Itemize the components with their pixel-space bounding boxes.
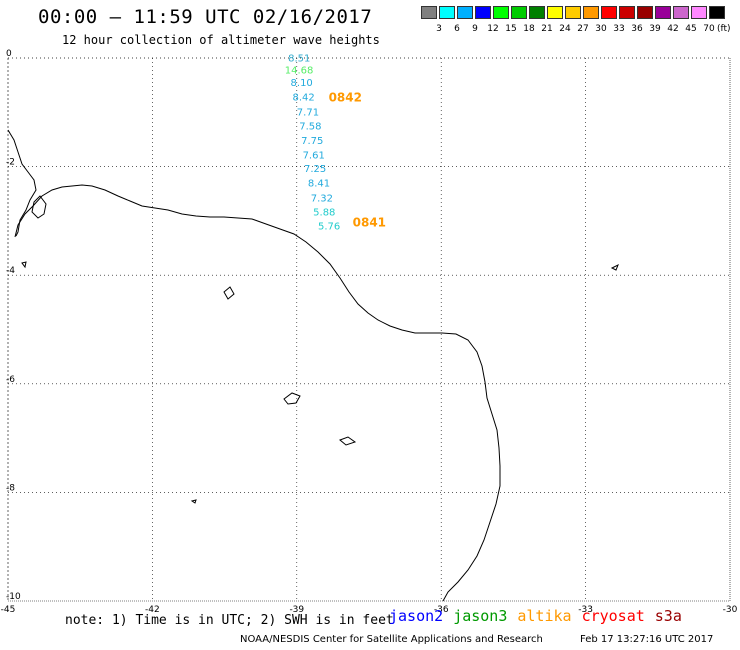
satellite-name: jason2 <box>389 607 444 625</box>
wave-height-value: 5.88 <box>313 207 335 218</box>
wave-height-value: 7.75 <box>301 136 323 147</box>
satellite-name: cryosat <box>581 607 645 625</box>
lat-tick-label: 0 <box>6 49 12 59</box>
legend-label: 45 <box>685 24 697 34</box>
legend-label: 9 <box>472 24 478 34</box>
map-frame <box>7 57 731 602</box>
lat-tick-label: -4 <box>6 266 15 276</box>
island-6 <box>21 261 27 269</box>
legend-swatch <box>421 6 437 19</box>
wave-height-value: 8.51 <box>288 53 310 64</box>
legend-label: 42 <box>667 24 679 34</box>
satellite-pass-labels: 0842 0841 <box>329 90 386 229</box>
legend-swatch <box>565 6 581 19</box>
map-title: 00:00 – 11:59 UTC 02/16/2017 <box>38 6 373 28</box>
legend-label: 30 <box>595 24 607 34</box>
satellite-name: altika <box>517 607 572 625</box>
map-subtitle: 12 hour collection of altimeter wave hei… <box>62 33 380 47</box>
legend-label: 15 <box>505 24 517 34</box>
coastline-northwest <box>7 129 37 237</box>
coastline-inlet <box>31 195 47 219</box>
wave-observations: 8.51 14.688.10 8.42 7.71 7.58 7.75 7.61 7.25 8.4… <box>285 53 340 232</box>
legend-swatch <box>691 6 707 19</box>
legend-swatch <box>655 6 671 19</box>
legend-label: 36 <box>631 24 643 34</box>
wave-height-value: 14.68 <box>285 66 314 77</box>
lat-lon-grid: -45 -42 -39 -36 -33 -30 0 -2 -4 -6 -8 -10 <box>1 49 738 615</box>
wave-height-value: 8.41 <box>308 179 330 190</box>
satellite-name: jason3 <box>453 607 508 625</box>
legend-unit: (ft) <box>717 24 731 34</box>
legend-label: 21 <box>541 24 553 34</box>
legend-label: 70 <box>703 24 715 34</box>
legend-label: 3 <box>436 24 442 34</box>
island-5 <box>190 499 197 504</box>
pass-id-label: 0842 <box>329 90 362 104</box>
island-1 <box>223 286 235 300</box>
legend-label: 18 <box>523 24 535 34</box>
legend-label: 27 <box>577 24 589 34</box>
lon-tick-label: -33 <box>578 605 593 615</box>
wave-height-value: 8.10 <box>291 78 313 89</box>
wave-height-value: 5.76 <box>318 222 340 233</box>
timestamp: Feb 17 13:27:16 UTC 2017 <box>580 634 714 645</box>
satellite-name: s3a <box>654 607 682 625</box>
lat-tick-label: -10 <box>6 592 21 602</box>
legend-label: 12 <box>487 24 499 34</box>
legend-label: 24 <box>559 24 571 34</box>
lat-tick-label: -2 <box>6 158 15 168</box>
legend-swatch <box>601 6 617 19</box>
lon-tick-label: -30 <box>723 605 738 615</box>
legend-swatch <box>709 6 725 19</box>
legend-swatch <box>673 6 689 19</box>
wave-height-value: 7.32 <box>311 193 333 204</box>
lon-tick-label: -36 <box>434 605 449 615</box>
legend-label: 33 <box>613 24 625 34</box>
wave-height-value: 7.71 <box>297 108 319 119</box>
credit-text: NOAA/NESDIS Center for Satellite Applica… <box>240 634 543 645</box>
satellite-legend: jason2 jason3 altika cryosat s3a <box>389 607 692 625</box>
island-4 <box>610 263 619 271</box>
lon-tick-label: -45 <box>1 605 16 615</box>
wave-height-value: 7.61 <box>303 150 325 161</box>
lon-tick-label: -39 <box>289 605 304 615</box>
legend-swatch <box>475 6 491 19</box>
island-3 <box>339 436 357 446</box>
legend-swatch <box>439 6 455 19</box>
pass-id-label: 0841 <box>353 215 386 229</box>
legend-label: 39 <box>649 24 661 34</box>
island-2 <box>283 392 301 405</box>
wave-height-value: 7.58 <box>299 122 321 133</box>
legend-swatch <box>457 6 473 19</box>
wave-height-value: 8.42 <box>292 92 314 103</box>
lon-tick-label: -42 <box>145 605 160 615</box>
lat-tick-label: -8 <box>6 483 15 493</box>
wave-height-value: 7.25 <box>304 164 326 175</box>
legend-swatch <box>529 6 545 19</box>
legend-swatch <box>493 6 509 19</box>
legend-swatch <box>637 6 653 19</box>
lat-tick-label: -6 <box>6 375 15 385</box>
legend-swatch <box>511 6 527 19</box>
footer-note: note: 1) Time is in UTC; 2) SWH is in fe… <box>65 613 394 628</box>
legend-label: 6 <box>454 24 460 34</box>
legend-swatch <box>583 6 599 19</box>
legend-swatch <box>547 6 563 19</box>
legend-swatch <box>619 6 635 19</box>
coastline <box>14 184 501 602</box>
